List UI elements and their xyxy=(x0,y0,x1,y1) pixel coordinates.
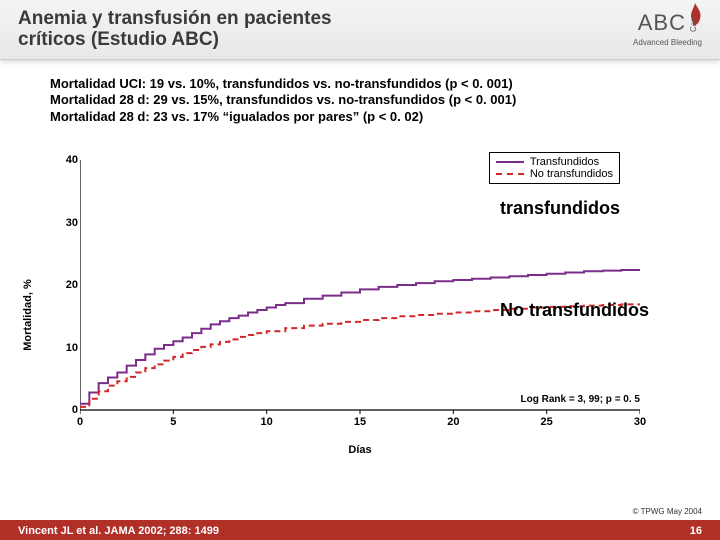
slide-title: Anemia y transfusión en pacientes crític… xyxy=(0,9,332,51)
slide: Anemia y transfusión en pacientes crític… xyxy=(0,0,720,540)
x-tick-label: 20 xyxy=(447,416,459,428)
logo-subtext: Advanced Bleeding xyxy=(633,38,702,47)
x-axis-title: Días xyxy=(348,444,371,456)
inplot-label-transfundidos: transfundidos xyxy=(500,198,620,219)
y-tick-label: 0 xyxy=(62,404,78,416)
x-tick-label: 5 xyxy=(170,416,176,428)
x-tick-label: 10 xyxy=(261,416,273,428)
logo-care: Care xyxy=(689,15,698,32)
page-number: 16 xyxy=(690,525,702,537)
x-tick-label: 15 xyxy=(354,416,366,428)
logrank-text: Log Rank = 3, 99; p = 0. 5 xyxy=(521,394,641,405)
body-line-2: Mortalidad 28 d: 29 vs. 15%, transfundid… xyxy=(50,92,516,108)
y-tick-label: 20 xyxy=(62,279,78,291)
body-text: Mortalidad UCI: 19 vs. 10%, transfundido… xyxy=(50,76,516,125)
x-tick-label: 0 xyxy=(77,416,83,428)
copyright: © TPWG May 2004 xyxy=(633,507,702,516)
x-tick-label: 25 xyxy=(541,416,553,428)
title-line-1: Anemia y transfusión en pacientes xyxy=(18,8,332,29)
y-tick-label: 30 xyxy=(62,217,78,229)
body-line-1: Mortalidad UCI: 19 vs. 10%, transfundido… xyxy=(50,76,516,92)
logo-text: ABC xyxy=(638,10,686,36)
y-tick-label: 40 xyxy=(62,154,78,166)
chart: Mortalidad, % Transfundidos No transfund… xyxy=(30,150,690,480)
plot-svg xyxy=(80,150,640,435)
header: Anemia y transfusión en pacientes crític… xyxy=(0,0,720,60)
series-0 xyxy=(80,269,640,403)
logo: ABC Care Advanced Bleeding xyxy=(633,6,702,47)
y-tick-label: 10 xyxy=(62,342,78,354)
citation: Vincent JL et al. JAMA 2002; 288: 1499 xyxy=(18,525,219,537)
inplot-label-no-transfundidos: No transfundidos xyxy=(500,300,649,321)
x-tick-label: 30 xyxy=(634,416,646,428)
body-line-3: Mortalidad 28 d: 23 vs. 17% “igualados p… xyxy=(50,109,516,125)
y-axis-title: Mortalidad, % xyxy=(22,279,34,351)
title-line-2: críticos (Estudio ABC) xyxy=(18,29,219,50)
